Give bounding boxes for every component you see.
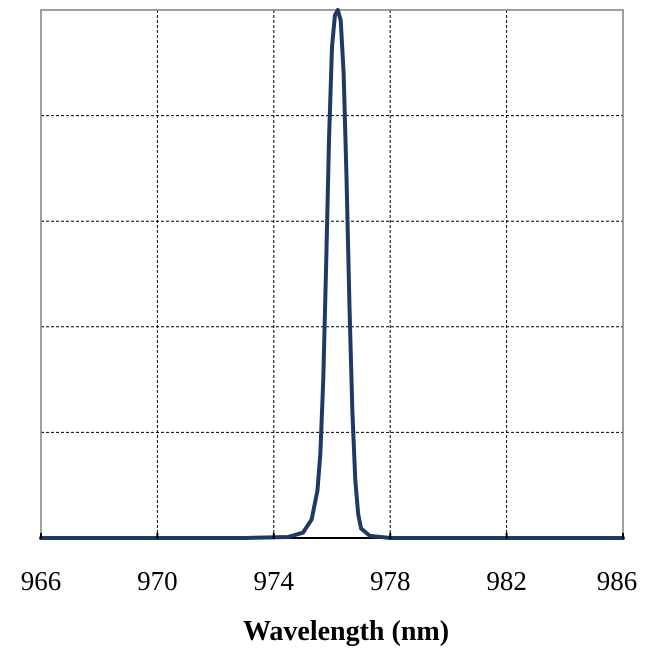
x-tick-label: 970	[137, 566, 178, 596]
x-tick-label: 986	[597, 566, 638, 596]
series-line	[39, 8, 625, 540]
grid	[41, 10, 623, 538]
x-axis-title: Wavelength (nm)	[243, 616, 449, 647]
x-tick-label: 982	[486, 566, 527, 596]
x-tick-labels: 966 970 974 978 982 986	[21, 533, 638, 596]
x-tick-label: 966	[21, 566, 62, 596]
x-tick-label: 978	[370, 566, 411, 596]
series-layer	[39, 8, 625, 540]
x-tick-label: 974	[254, 566, 295, 596]
